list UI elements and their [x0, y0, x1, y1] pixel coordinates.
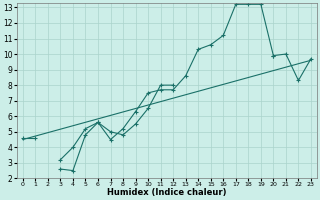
- X-axis label: Humidex (Indice chaleur): Humidex (Indice chaleur): [107, 188, 227, 197]
